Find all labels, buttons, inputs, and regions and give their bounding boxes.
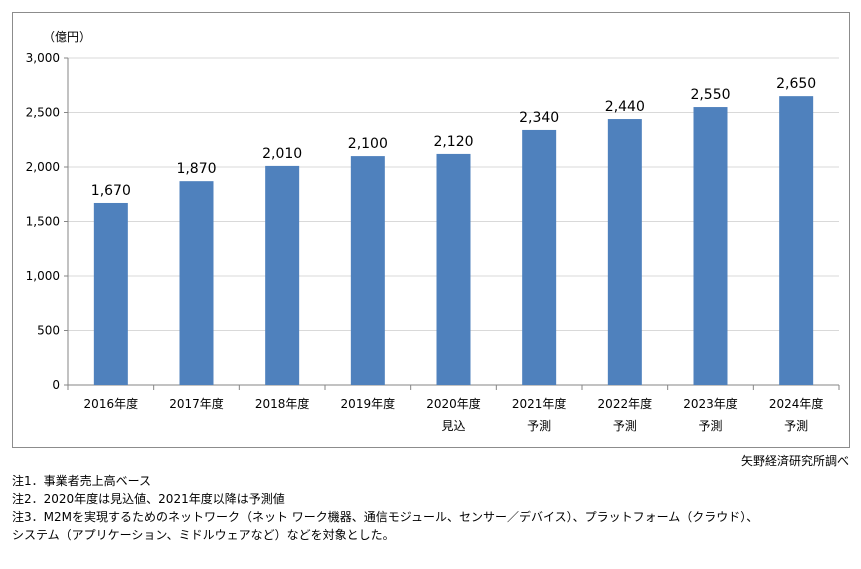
- note-3-continued: システム（アプリケーション、ミドルウェアなど）などを対象とした。: [12, 528, 395, 542]
- y-tick-label: 2,000: [26, 160, 60, 174]
- bar: [93, 202, 128, 385]
- bar: [436, 153, 471, 385]
- bar: [350, 156, 385, 385]
- x-tick-label: 2019年度: [341, 396, 396, 411]
- bar: [179, 181, 214, 385]
- y-tick-label: 1,000: [26, 269, 60, 283]
- y-tick-label: 1,500: [26, 215, 60, 229]
- bar-chart: （億円） 0 500 1,000 1,500 2,000 2,500 3,000 1,670 20…: [26, 30, 840, 433]
- bar: [522, 129, 557, 385]
- y-tick-label: 0: [52, 378, 60, 392]
- data-label: 2,550: [690, 87, 730, 103]
- x-tick-label: 2022年度: [598, 396, 653, 411]
- x-tick-label: 2023年度: [683, 396, 738, 411]
- x-tick-label: 2021年度: [512, 396, 567, 411]
- data-label: 1,670: [91, 183, 131, 199]
- x-tick-label: 2020年度: [426, 396, 481, 411]
- y-tick-label: 2,500: [26, 106, 60, 120]
- data-label: 2,120: [433, 134, 473, 150]
- note-1: 注1．事業者売上高ベース: [12, 474, 152, 488]
- note-3: 注3．M2Mを実現するためのネットワーク（ネット ワーク機器、通信モジュール、セ…: [12, 510, 759, 524]
- data-label: 2,340: [519, 110, 559, 126]
- x-tick-label: 2017年度: [169, 396, 224, 411]
- bar: [265, 165, 300, 385]
- x-tick-label: 2016年度: [84, 396, 139, 411]
- x-tick-label: 予測: [613, 419, 637, 433]
- bar: [693, 107, 728, 386]
- data-label: 2,010: [262, 146, 302, 162]
- data-label: 2,650: [776, 76, 816, 92]
- bar: [607, 119, 642, 385]
- bar: [779, 96, 814, 386]
- x-tick-label: 見込: [441, 419, 465, 433]
- chart-frame: （億円） 0 500 1,000 1,500 2,000 2,500 3,000 1,670 20…: [12, 12, 850, 448]
- x-tick-label: 2024年度: [769, 396, 824, 411]
- data-label: 2,100: [348, 136, 388, 152]
- data-label: 1,870: [176, 161, 216, 177]
- y-axis-unit-label: （億円）: [43, 30, 91, 44]
- x-tick-label: 予測: [527, 419, 551, 433]
- x-tick-label: 予測: [698, 419, 722, 433]
- y-tick-label: 3,000: [26, 51, 60, 65]
- y-tick-label: 500: [37, 324, 60, 338]
- notes: 注1．事業者売上高ベース 注2．2020年度は見込値、2021年度以降は予測値 …: [12, 472, 758, 544]
- x-tick-label: 予測: [784, 419, 808, 433]
- data-label: 2,440: [605, 99, 645, 115]
- note-2: 注2．2020年度は見込値、2021年度以降は予測値: [12, 492, 285, 506]
- x-tick-label: 2018年度: [255, 396, 310, 411]
- source-credit: 矢野経済研究所調べ: [740, 454, 849, 468]
